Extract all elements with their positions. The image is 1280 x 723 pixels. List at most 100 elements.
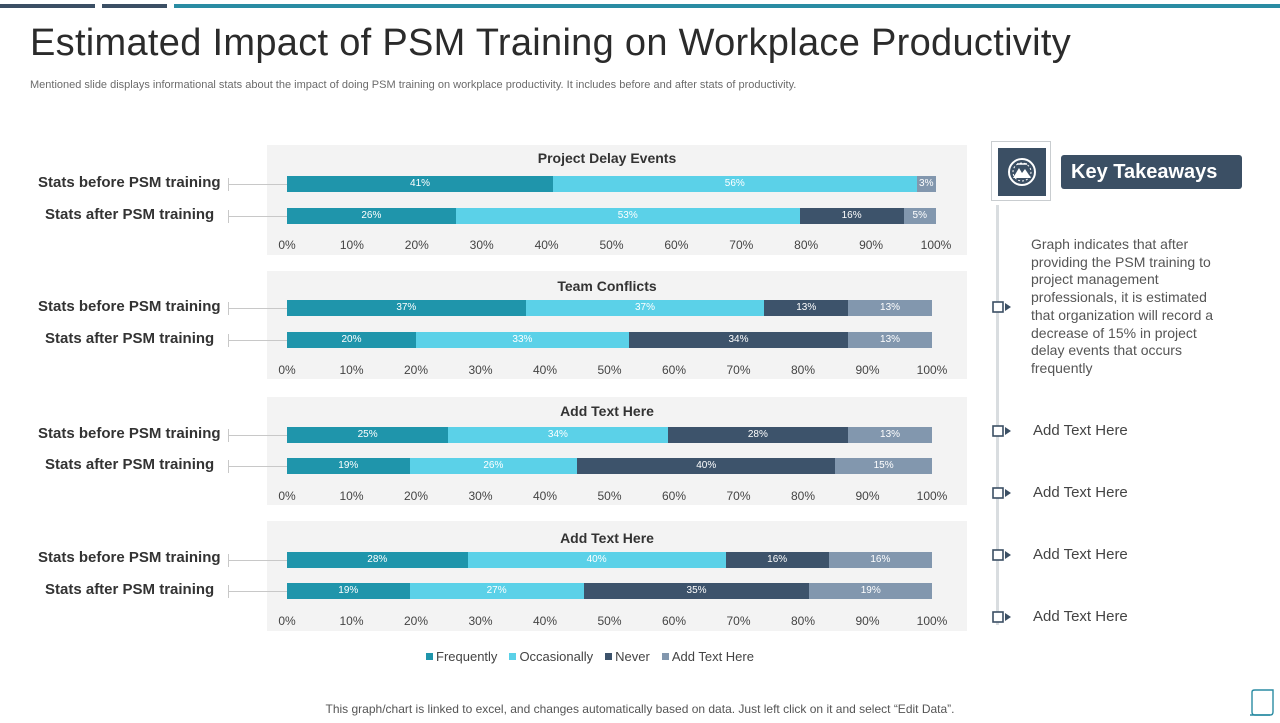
chart-panel (267, 397, 967, 505)
bar-segment-never: 16% (799, 208, 904, 224)
top-accent-bar-1 (0, 4, 95, 8)
row-leader-line (228, 429, 288, 442)
bar-segment-frequently: 28% (287, 552, 468, 568)
x-axis-tick: 50% (599, 238, 624, 252)
legend-swatch (426, 653, 434, 660)
row-leader-line (228, 178, 288, 191)
bar-segment-frequently: 19% (287, 458, 410, 474)
bar-segment-occasionally: 33% (416, 332, 629, 348)
x-axis-tick: 10% (339, 238, 364, 252)
arrow-marker-icon (992, 548, 1012, 562)
bar-segment-never: 16% (725, 552, 829, 568)
x-axis-tick: 20% (403, 614, 429, 628)
row-label: Stats after PSM training (45, 581, 215, 598)
x-axis-tick: 10% (339, 614, 364, 628)
x-axis-tick: 40% (532, 614, 558, 628)
bar-segment-add-text-here: 16% (828, 552, 932, 568)
row-label: Stats before PSM training (38, 298, 221, 315)
bar-segment-frequently: 41% (287, 176, 554, 192)
x-axis-tick: 60% (661, 614, 687, 628)
x-axis-tick: 90% (855, 489, 880, 503)
x-axis-tick: 60% (661, 363, 687, 377)
x-axis-tick: 80% (790, 363, 816, 377)
legend-swatch (509, 653, 517, 660)
bar-segment-frequently: 20% (287, 332, 416, 348)
bar-segment-occasionally: 53% (455, 208, 800, 224)
x-axis-tick: 80% (790, 614, 816, 628)
x-axis-tick: 100% (916, 489, 948, 503)
x-axis-tick: 100% (916, 363, 948, 377)
legend-label: Never (615, 649, 650, 664)
row-leader-line (228, 585, 288, 598)
legend-item: Never (605, 649, 650, 664)
x-axis-tick: 10% (339, 489, 364, 503)
x-axis-tick: 40% (532, 489, 558, 503)
bar-segment-occasionally: 34% (448, 427, 668, 443)
x-axis-tick: 70% (726, 614, 751, 628)
x-axis-tick: 90% (855, 614, 880, 628)
bar-segment-occasionally: 27% (409, 583, 584, 599)
x-axis-tick: 0% (278, 363, 296, 377)
takeaways-icon-box (991, 141, 1051, 201)
x-axis-tick: 0% (278, 489, 296, 503)
row-label: Stats before PSM training (38, 174, 221, 191)
takeaway-item: Add Text Here (1033, 422, 1128, 439)
bar-segment-frequently: 19% (287, 583, 410, 599)
x-axis-tick: 70% (729, 238, 754, 252)
legend-label: Frequently (436, 649, 498, 664)
chart-legend: Frequently Occasionally Never Add Text Here (0, 649, 1180, 664)
bar-segment-add-text-here: 13% (848, 427, 932, 443)
page-title: Estimated Impact of PSM Training on Work… (30, 22, 1072, 64)
takeaway-item: Add Text Here (1033, 546, 1128, 563)
takeaway-item: Add Text Here (1033, 608, 1128, 625)
x-axis-tick: 0% (278, 614, 296, 628)
bar-segment-never: 28% (667, 427, 849, 443)
x-axis-tick: 20% (403, 363, 429, 377)
x-axis-tick: 30% (468, 489, 493, 503)
bar-segment-frequently: 25% (287, 427, 449, 443)
x-axis-tick: 30% (469, 238, 494, 252)
legend-item: Add Text Here (661, 649, 754, 664)
bar-segment-never: 35% (583, 583, 810, 599)
x-axis-tick: 20% (404, 238, 429, 252)
arrow-marker-icon (992, 300, 1012, 314)
arrow-marker-icon (992, 610, 1012, 624)
x-axis-tick: 60% (661, 489, 687, 503)
row-leader-line (228, 554, 288, 567)
bar-segment-add-text-here: 3% (916, 176, 936, 192)
bar-segment-frequently: 37% (287, 300, 526, 316)
bar-segment-add-text-here: 15% (835, 458, 932, 474)
x-axis-tick: 80% (794, 238, 819, 252)
mountain-peak-badge-icon (1008, 158, 1036, 186)
row-label: Stats before PSM training (38, 549, 221, 566)
top-accent-bar-3 (174, 4, 1280, 8)
row-label: Stats before PSM training (38, 425, 221, 442)
x-axis-tick: 50% (597, 489, 622, 503)
bar-segment-occasionally: 37% (525, 300, 765, 316)
x-axis-tick: 50% (597, 614, 622, 628)
x-axis-tick: 100% (916, 614, 948, 628)
bar-segment-frequently: 26% (287, 208, 456, 224)
bar-segment-add-text-here: 19% (809, 583, 932, 599)
x-axis-tick: 70% (726, 489, 751, 503)
legend-item: Occasionally (509, 649, 593, 664)
arrow-marker-icon (992, 424, 1012, 438)
bar-segment-occasionally: 26% (409, 458, 578, 474)
bar-segment-occasionally: 40% (467, 552, 726, 568)
x-axis-tick: 40% (534, 238, 559, 252)
chart-panel (267, 521, 967, 631)
legend-item: Frequently (426, 649, 497, 664)
legend-swatch (605, 653, 613, 660)
row-leader-line (228, 302, 288, 315)
legend-label: Occasionally (519, 649, 594, 664)
bar-segment-never: 13% (764, 300, 849, 316)
x-axis-tick: 70% (726, 363, 751, 377)
bar-segment-occasionally: 56% (553, 176, 917, 192)
x-axis-tick: 90% (855, 363, 880, 377)
x-axis-tick: 30% (468, 363, 493, 377)
bar-segment-add-text-here: 13% (848, 300, 932, 316)
takeaways-header: Key Takeaways (1061, 155, 1242, 189)
takeaway-paragraph: Graph indicates that after providing the… (1031, 236, 1214, 376)
x-axis-tick: 30% (468, 614, 493, 628)
takeaway-item: Add Text Here (1033, 484, 1128, 501)
